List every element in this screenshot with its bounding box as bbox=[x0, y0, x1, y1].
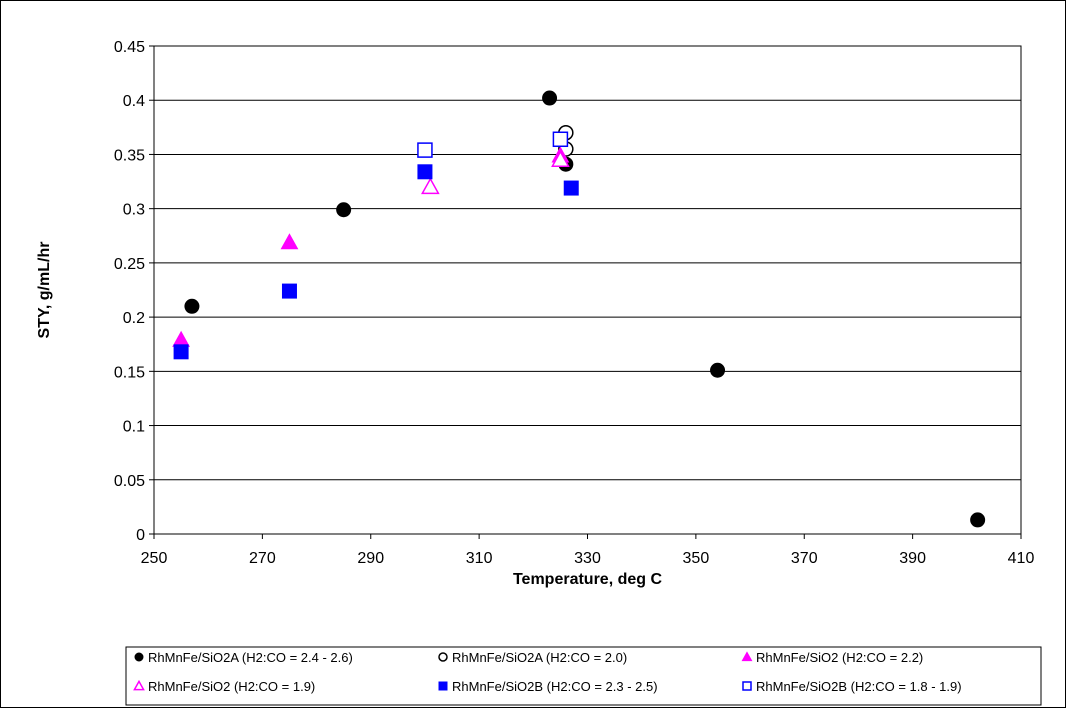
y-axis-ticks: 0 0.05 0.1 0.15 0.2 0.25 0.3 0.35 0.4 0.45 bbox=[114, 39, 154, 544]
y-tick-label: 0.05 bbox=[114, 473, 145, 490]
data-point-filled-square bbox=[173, 344, 189, 360]
data-point-filled-square bbox=[281, 283, 297, 299]
y-tick-label: 0.25 bbox=[114, 256, 145, 273]
x-tick-label: 250 bbox=[141, 550, 168, 567]
x-axis-ticks: 250 270 290 310 330 350 370 390 410 bbox=[141, 534, 1035, 567]
x-axis-title: Temperature, deg C bbox=[513, 571, 663, 588]
y-tick-label: 0.45 bbox=[114, 39, 145, 56]
y-tick-label: 0 bbox=[136, 527, 145, 544]
x-tick-label: 310 bbox=[466, 550, 493, 567]
legend: RhMnFe/SiO2A (H2:CO = 2.4 - 2.6) RhMnFe/S… bbox=[125, 646, 1042, 706]
data-point-open-square bbox=[417, 142, 433, 158]
data-markers bbox=[172, 90, 986, 528]
legend-label: RhMnFe/SiO2B (H2:CO = 2.3 - 2.5) bbox=[452, 679, 658, 694]
data-point-filled-square bbox=[417, 164, 433, 180]
y-tick-label: 0.1 bbox=[123, 419, 145, 436]
x-tick-label: 270 bbox=[249, 550, 276, 567]
data-point-open-triangle bbox=[421, 177, 440, 195]
y-tick-label: 0.35 bbox=[114, 147, 145, 164]
data-point-filled-triangle bbox=[172, 330, 190, 347]
x-tick-label: 370 bbox=[791, 550, 818, 567]
legend-label: RhMnFe/SiO2A (H2:CO = 2.4 - 2.6) bbox=[148, 650, 353, 665]
legend-marker-open-square bbox=[742, 681, 752, 691]
data-point-filled-circle bbox=[336, 202, 352, 218]
legend-marker-filled-triangle bbox=[741, 651, 753, 662]
x-tick-label: 330 bbox=[574, 550, 601, 567]
data-point-open-triangle bbox=[551, 150, 570, 168]
y-tick-label: 0.3 bbox=[123, 202, 145, 219]
legend-label: RhMnFe/SiO2B (H2:CO = 1.8 - 1.9) bbox=[756, 679, 962, 694]
data-point-open-square bbox=[552, 131, 569, 148]
data-point-filled-circle bbox=[710, 362, 726, 378]
legend-marker-open-triangle bbox=[133, 679, 145, 691]
data-point-filled-triangle bbox=[280, 233, 299, 250]
legend-marker-filled-circle bbox=[134, 652, 144, 662]
legend-marker-filled-square bbox=[438, 681, 448, 691]
data-point-filled-circle bbox=[184, 298, 200, 314]
legend-label: RhMnFe/SiO2A (H2:CO = 2.0) bbox=[452, 650, 627, 665]
x-tick-label: 390 bbox=[899, 550, 926, 567]
data-point-filled-square bbox=[563, 180, 579, 196]
legend-box bbox=[125, 646, 1042, 706]
legend-marker-open-circle bbox=[438, 652, 448, 662]
y-tick-label: 0.4 bbox=[123, 93, 145, 110]
legend-label: RhMnFe/SiO2 (H2:CO = 2.2) bbox=[756, 650, 923, 665]
x-tick-label: 350 bbox=[683, 550, 710, 567]
x-tick-label: 290 bbox=[357, 550, 384, 567]
x-tick-label: 410 bbox=[1008, 550, 1035, 567]
data-point-filled-circle bbox=[970, 512, 986, 528]
y-tick-label: 0.15 bbox=[114, 364, 145, 381]
legend-label: RhMnFe/SiO2 (H2:CO = 1.9) bbox=[148, 679, 315, 694]
y-tick-label: 0.2 bbox=[123, 310, 145, 327]
data-point-filled-circle bbox=[542, 90, 558, 106]
y-axis-title: STY, g/mL/hr bbox=[36, 242, 53, 339]
gridlines bbox=[154, 45, 1021, 481]
